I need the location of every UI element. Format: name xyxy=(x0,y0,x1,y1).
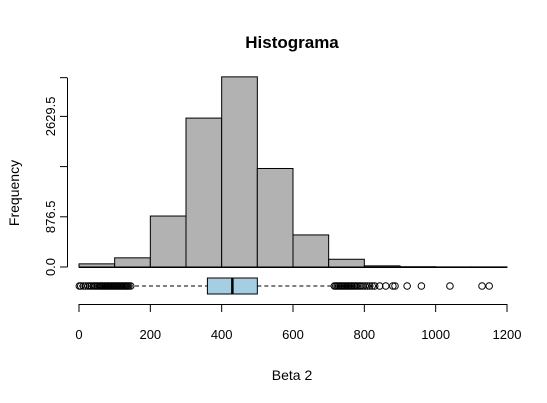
boxplot-outlier xyxy=(76,282,85,290)
y-axis: 0.0 876.5 2629.5 xyxy=(43,77,68,276)
y-axis-label: Frequency xyxy=(6,160,22,226)
boxplot-outlier xyxy=(365,282,374,290)
histogram-bar xyxy=(149,215,187,268)
boxplot-outlier xyxy=(361,282,369,290)
boxplot-outlier xyxy=(363,282,371,290)
x-tick-label: 0 xyxy=(75,327,82,342)
boxplot-outlier xyxy=(417,282,426,290)
boxplot-outlier xyxy=(389,282,397,290)
boxplot-outlier xyxy=(368,282,376,290)
y-tick-label: 876.5 xyxy=(43,201,58,234)
y-tick-label: 2629.5 xyxy=(43,97,58,137)
histogram-bar xyxy=(221,76,258,268)
boxplot xyxy=(75,277,493,295)
histogram-bar xyxy=(185,117,223,268)
x-tick-label: 200 xyxy=(139,327,161,342)
boxplot-outlier xyxy=(375,282,384,290)
boxplot-outlier xyxy=(478,282,486,290)
boxplot-outlier xyxy=(485,282,493,290)
x-tick-label: 1200 xyxy=(493,327,522,342)
boxplot-outlier xyxy=(446,282,454,290)
histogram-bar xyxy=(292,234,330,268)
x-tick-label: 600 xyxy=(282,327,304,342)
boxplot-outlier xyxy=(381,282,390,290)
histogram-bar xyxy=(363,265,401,268)
boxplot-outlier xyxy=(126,282,135,290)
chart-title: Histograma xyxy=(245,33,339,52)
x-axis: 0 200 400 600 800 1000 1200 xyxy=(75,304,521,342)
histogram-bar xyxy=(114,257,151,268)
histogram-bars xyxy=(78,76,508,268)
x-tick-label: 1000 xyxy=(421,327,450,342)
x-tick-label: 800 xyxy=(353,327,375,342)
boxplot-outlier xyxy=(81,282,90,290)
y-tick-label: 0.0 xyxy=(43,258,58,276)
boxplot-outlier xyxy=(370,282,379,290)
histogram-bar xyxy=(256,167,294,268)
boxplot-outlier xyxy=(403,282,411,290)
boxplot-outlier xyxy=(391,282,399,290)
histogram-bar xyxy=(78,263,116,268)
x-axis-label: Beta 2 xyxy=(272,367,313,383)
x-tick-label: 400 xyxy=(211,327,233,342)
histogram-bar xyxy=(328,258,365,268)
